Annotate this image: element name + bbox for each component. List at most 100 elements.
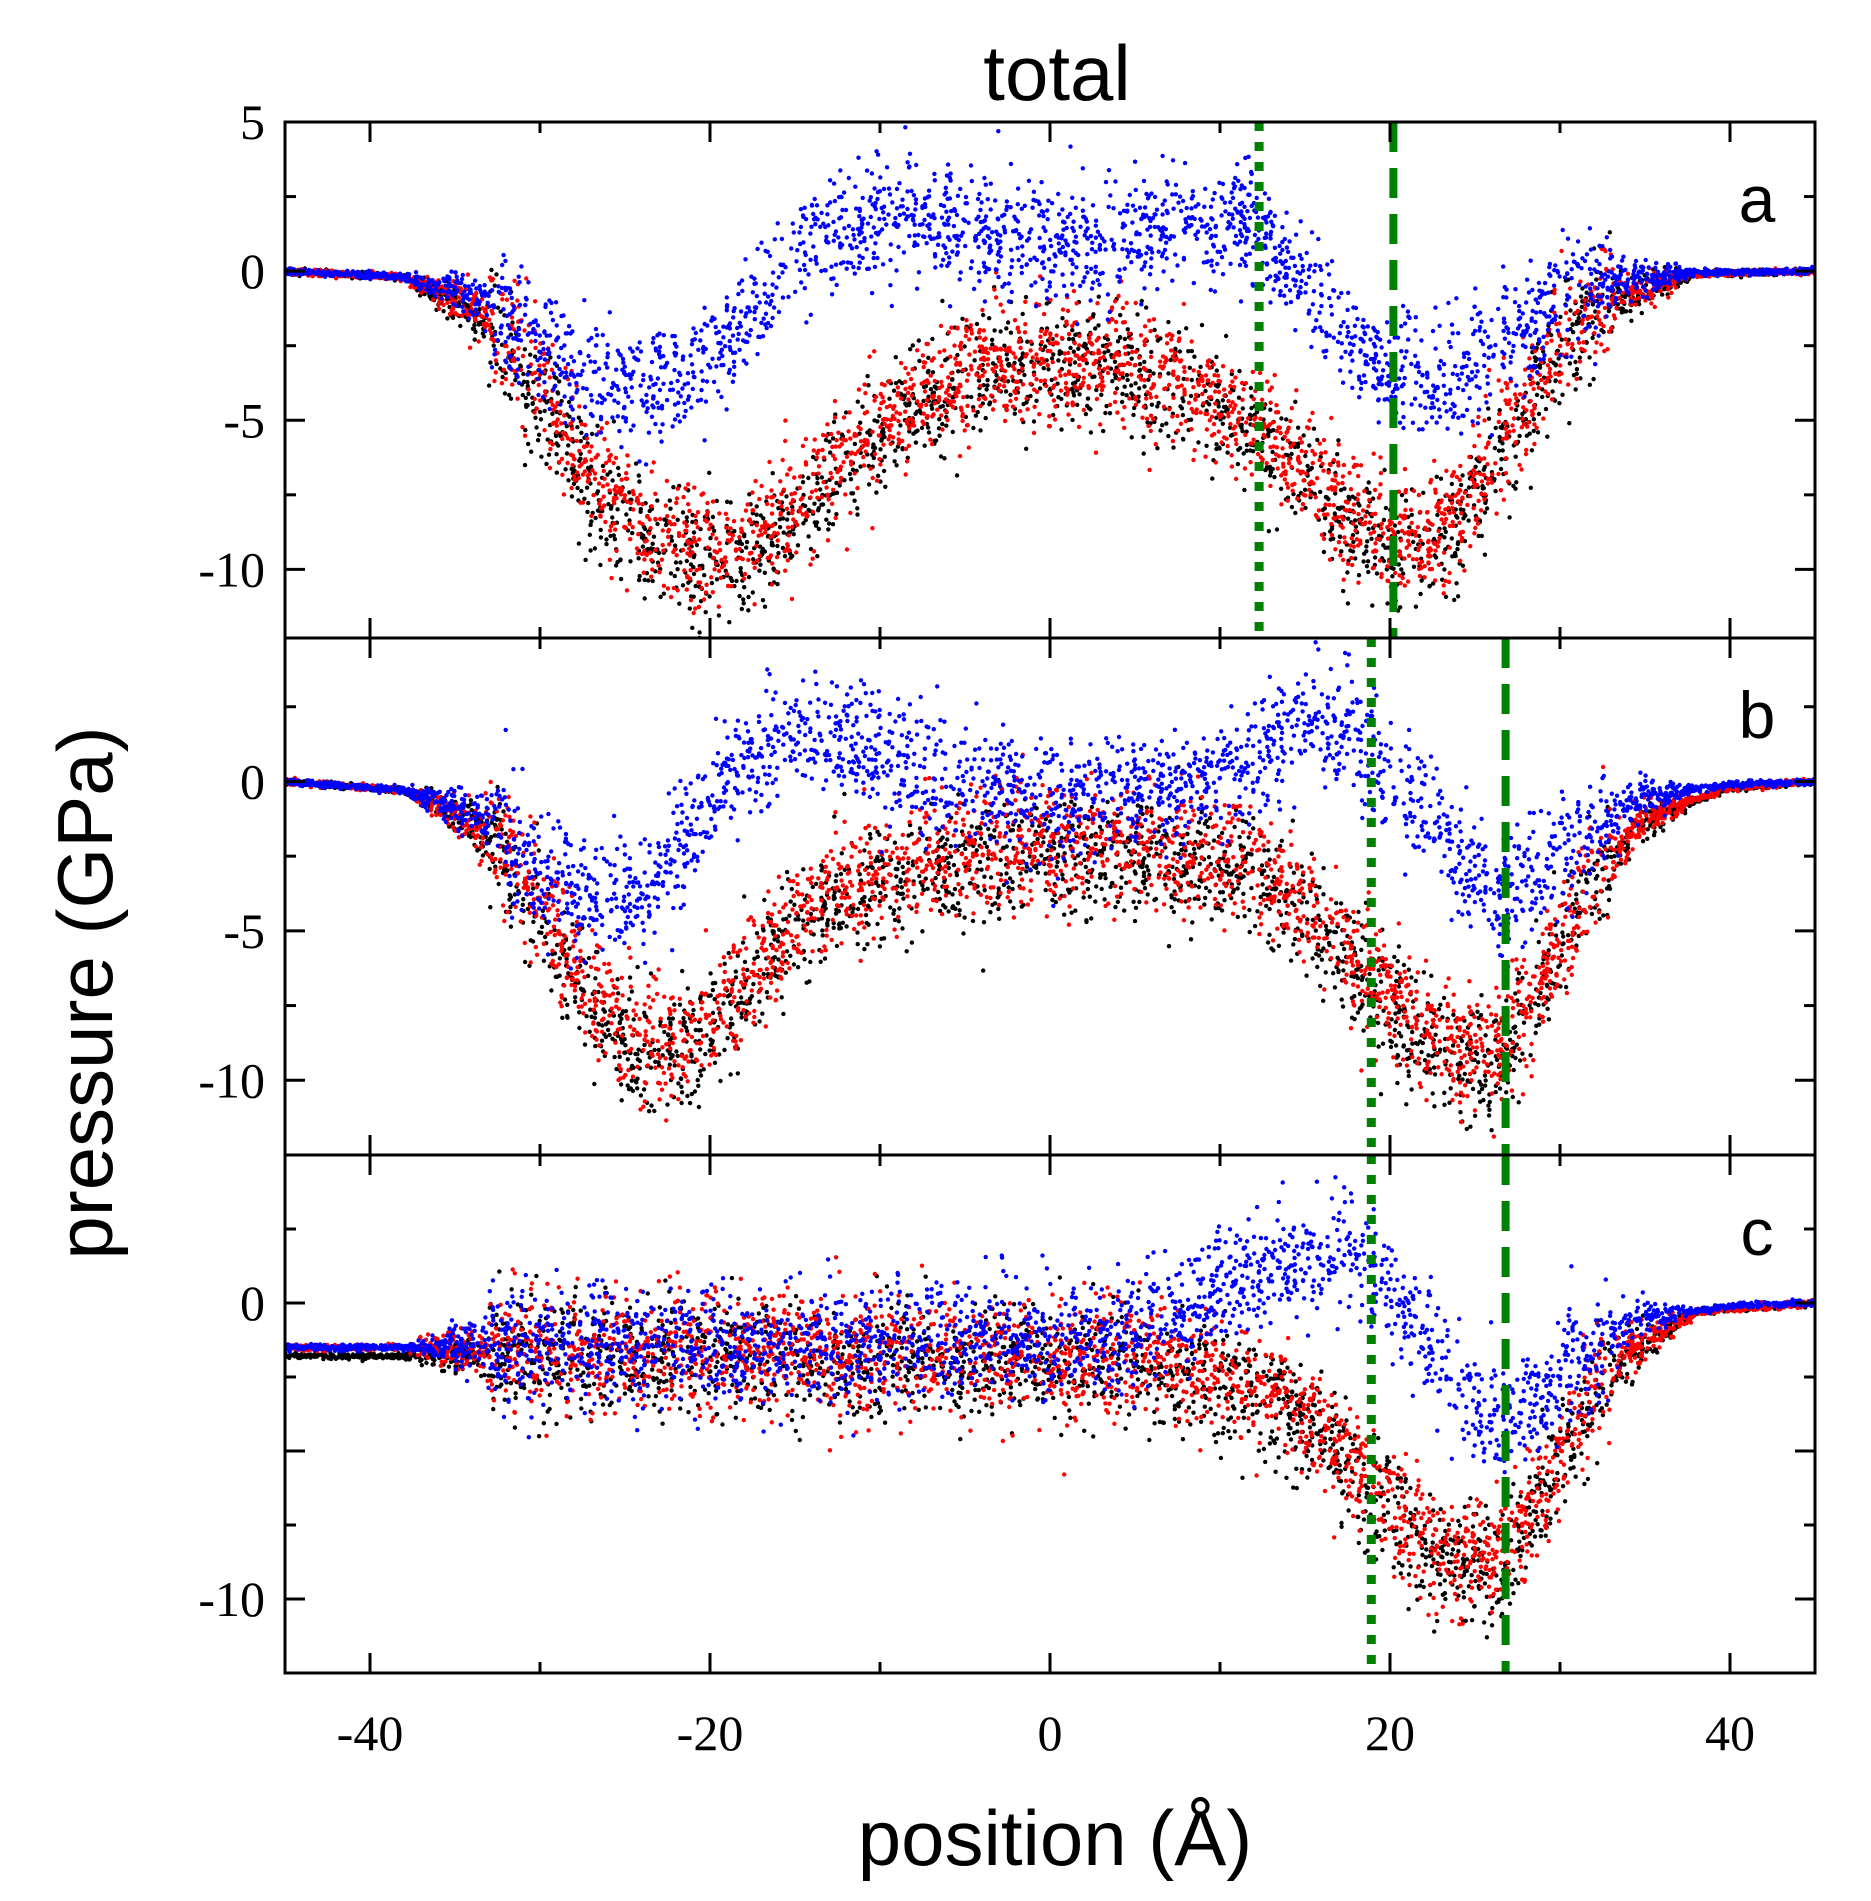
- scatter-point: [1004, 357, 1010, 362]
- scatter-point: [436, 306, 442, 311]
- scatter-point: [603, 460, 609, 466]
- scatter-point: [998, 347, 1004, 352]
- scatter-point: [936, 426, 942, 431]
- scatter-point: [1563, 310, 1569, 316]
- scatter-point: [909, 386, 914, 391]
- scatter-point: [1507, 398, 1512, 403]
- scatter-point: [1450, 519, 1455, 525]
- scatter-point: [770, 502, 775, 508]
- scatter-point: [1392, 523, 1398, 528]
- scatter-point: [1220, 421, 1226, 426]
- scatter-point: [559, 421, 564, 426]
- scatter-point: [1543, 389, 1548, 394]
- scatter-point: [1353, 524, 1359, 529]
- scatter-point: [1203, 454, 1208, 459]
- scatter-point: [1270, 420, 1276, 425]
- scatter-point: [1138, 333, 1144, 338]
- scatter-point: [880, 395, 885, 400]
- scatter-point: [746, 557, 751, 563]
- scatter-point: [1426, 538, 1431, 543]
- scatter-point: [800, 495, 805, 501]
- scatter-point: [833, 444, 838, 449]
- scatter-point: [1512, 392, 1518, 397]
- scatter-point: [1099, 383, 1104, 389]
- scatter-point: [641, 570, 646, 575]
- scatter-point: [510, 382, 515, 387]
- scatter-point: [772, 530, 777, 536]
- scatter-point: [584, 443, 589, 449]
- scatter-point: [668, 506, 673, 511]
- scatter-point: [1235, 461, 1241, 467]
- scatter-point: [729, 537, 734, 542]
- scatter-point: [1077, 392, 1082, 397]
- scatter-point: [1567, 317, 1572, 322]
- scatter-point: [1391, 529, 1396, 535]
- scatter-point: [915, 399, 920, 404]
- scatter-point: [1251, 396, 1257, 402]
- scatter-point: [839, 442, 844, 447]
- scatter-point: [1077, 356, 1082, 362]
- scatter-point: [1319, 451, 1324, 456]
- scatter-point: [1120, 371, 1125, 376]
- scatter-point: [1313, 495, 1318, 500]
- scatter-point: [672, 573, 677, 579]
- scatter-point: [926, 368, 931, 374]
- scatter-point: [586, 500, 591, 506]
- scatter-point: [829, 475, 835, 480]
- scatter-point: [983, 415, 988, 421]
- scatter-point: [770, 471, 775, 476]
- scatter-point: [1321, 512, 1327, 517]
- scatter-point: [728, 526, 733, 531]
- scatter-point: [472, 337, 477, 342]
- scatter-point: [1158, 336, 1163, 341]
- scatter-point: [961, 395, 966, 400]
- scatter-point: [780, 545, 786, 551]
- scatter-point: [980, 307, 985, 313]
- scatter-point: [643, 552, 649, 557]
- scatter-point: [1288, 444, 1294, 449]
- scatter-point: [1149, 349, 1154, 355]
- scatter-point: [1025, 339, 1030, 344]
- scatter-point: [1443, 529, 1449, 535]
- scatter-point: [1034, 377, 1039, 382]
- scatter-point: [593, 515, 598, 521]
- scatter-point: [921, 364, 926, 370]
- scatter-point: [723, 555, 728, 560]
- scatter-point: [486, 383, 492, 388]
- scatter-point: [831, 419, 837, 425]
- scatter-point: [1560, 392, 1565, 397]
- scatter-point: [1158, 364, 1163, 369]
- scatter-point: [888, 417, 893, 423]
- scatter-point: [550, 411, 555, 416]
- scatter-point: [526, 387, 531, 392]
- scatter-point: [1167, 382, 1172, 388]
- scatter-point: [693, 513, 698, 519]
- scatter-point: [1545, 363, 1551, 368]
- scatter-point: [1093, 326, 1098, 331]
- scatter-point: [1550, 389, 1555, 394]
- scatter-point: [916, 338, 921, 343]
- scatter-point: [1231, 406, 1237, 411]
- scatter-point: [1513, 454, 1518, 459]
- scatter-point: [1244, 442, 1250, 448]
- scatter-point: [1435, 512, 1440, 518]
- scatter-point: [667, 498, 672, 503]
- scatter-point: [1540, 394, 1545, 400]
- scatter-point: [458, 323, 463, 329]
- scatter-point: [1482, 497, 1487, 502]
- scatter-point: [593, 455, 598, 460]
- scatter-point: [1492, 445, 1498, 451]
- scatter-point: [907, 402, 912, 408]
- scatter-point: [1421, 490, 1426, 495]
- scatter-point: [838, 480, 843, 485]
- scatter-point: [723, 559, 729, 564]
- scatter-point: [1063, 357, 1068, 362]
- scatter-point: [482, 324, 488, 329]
- scatter-point: [1002, 375, 1007, 380]
- scatter-point: [1342, 535, 1347, 540]
- scatter-point: [790, 504, 795, 510]
- scatter-point: [1409, 520, 1414, 526]
- scatter-point: [1008, 330, 1014, 335]
- scatter-point: [1447, 545, 1452, 550]
- scatter-point: [472, 315, 478, 321]
